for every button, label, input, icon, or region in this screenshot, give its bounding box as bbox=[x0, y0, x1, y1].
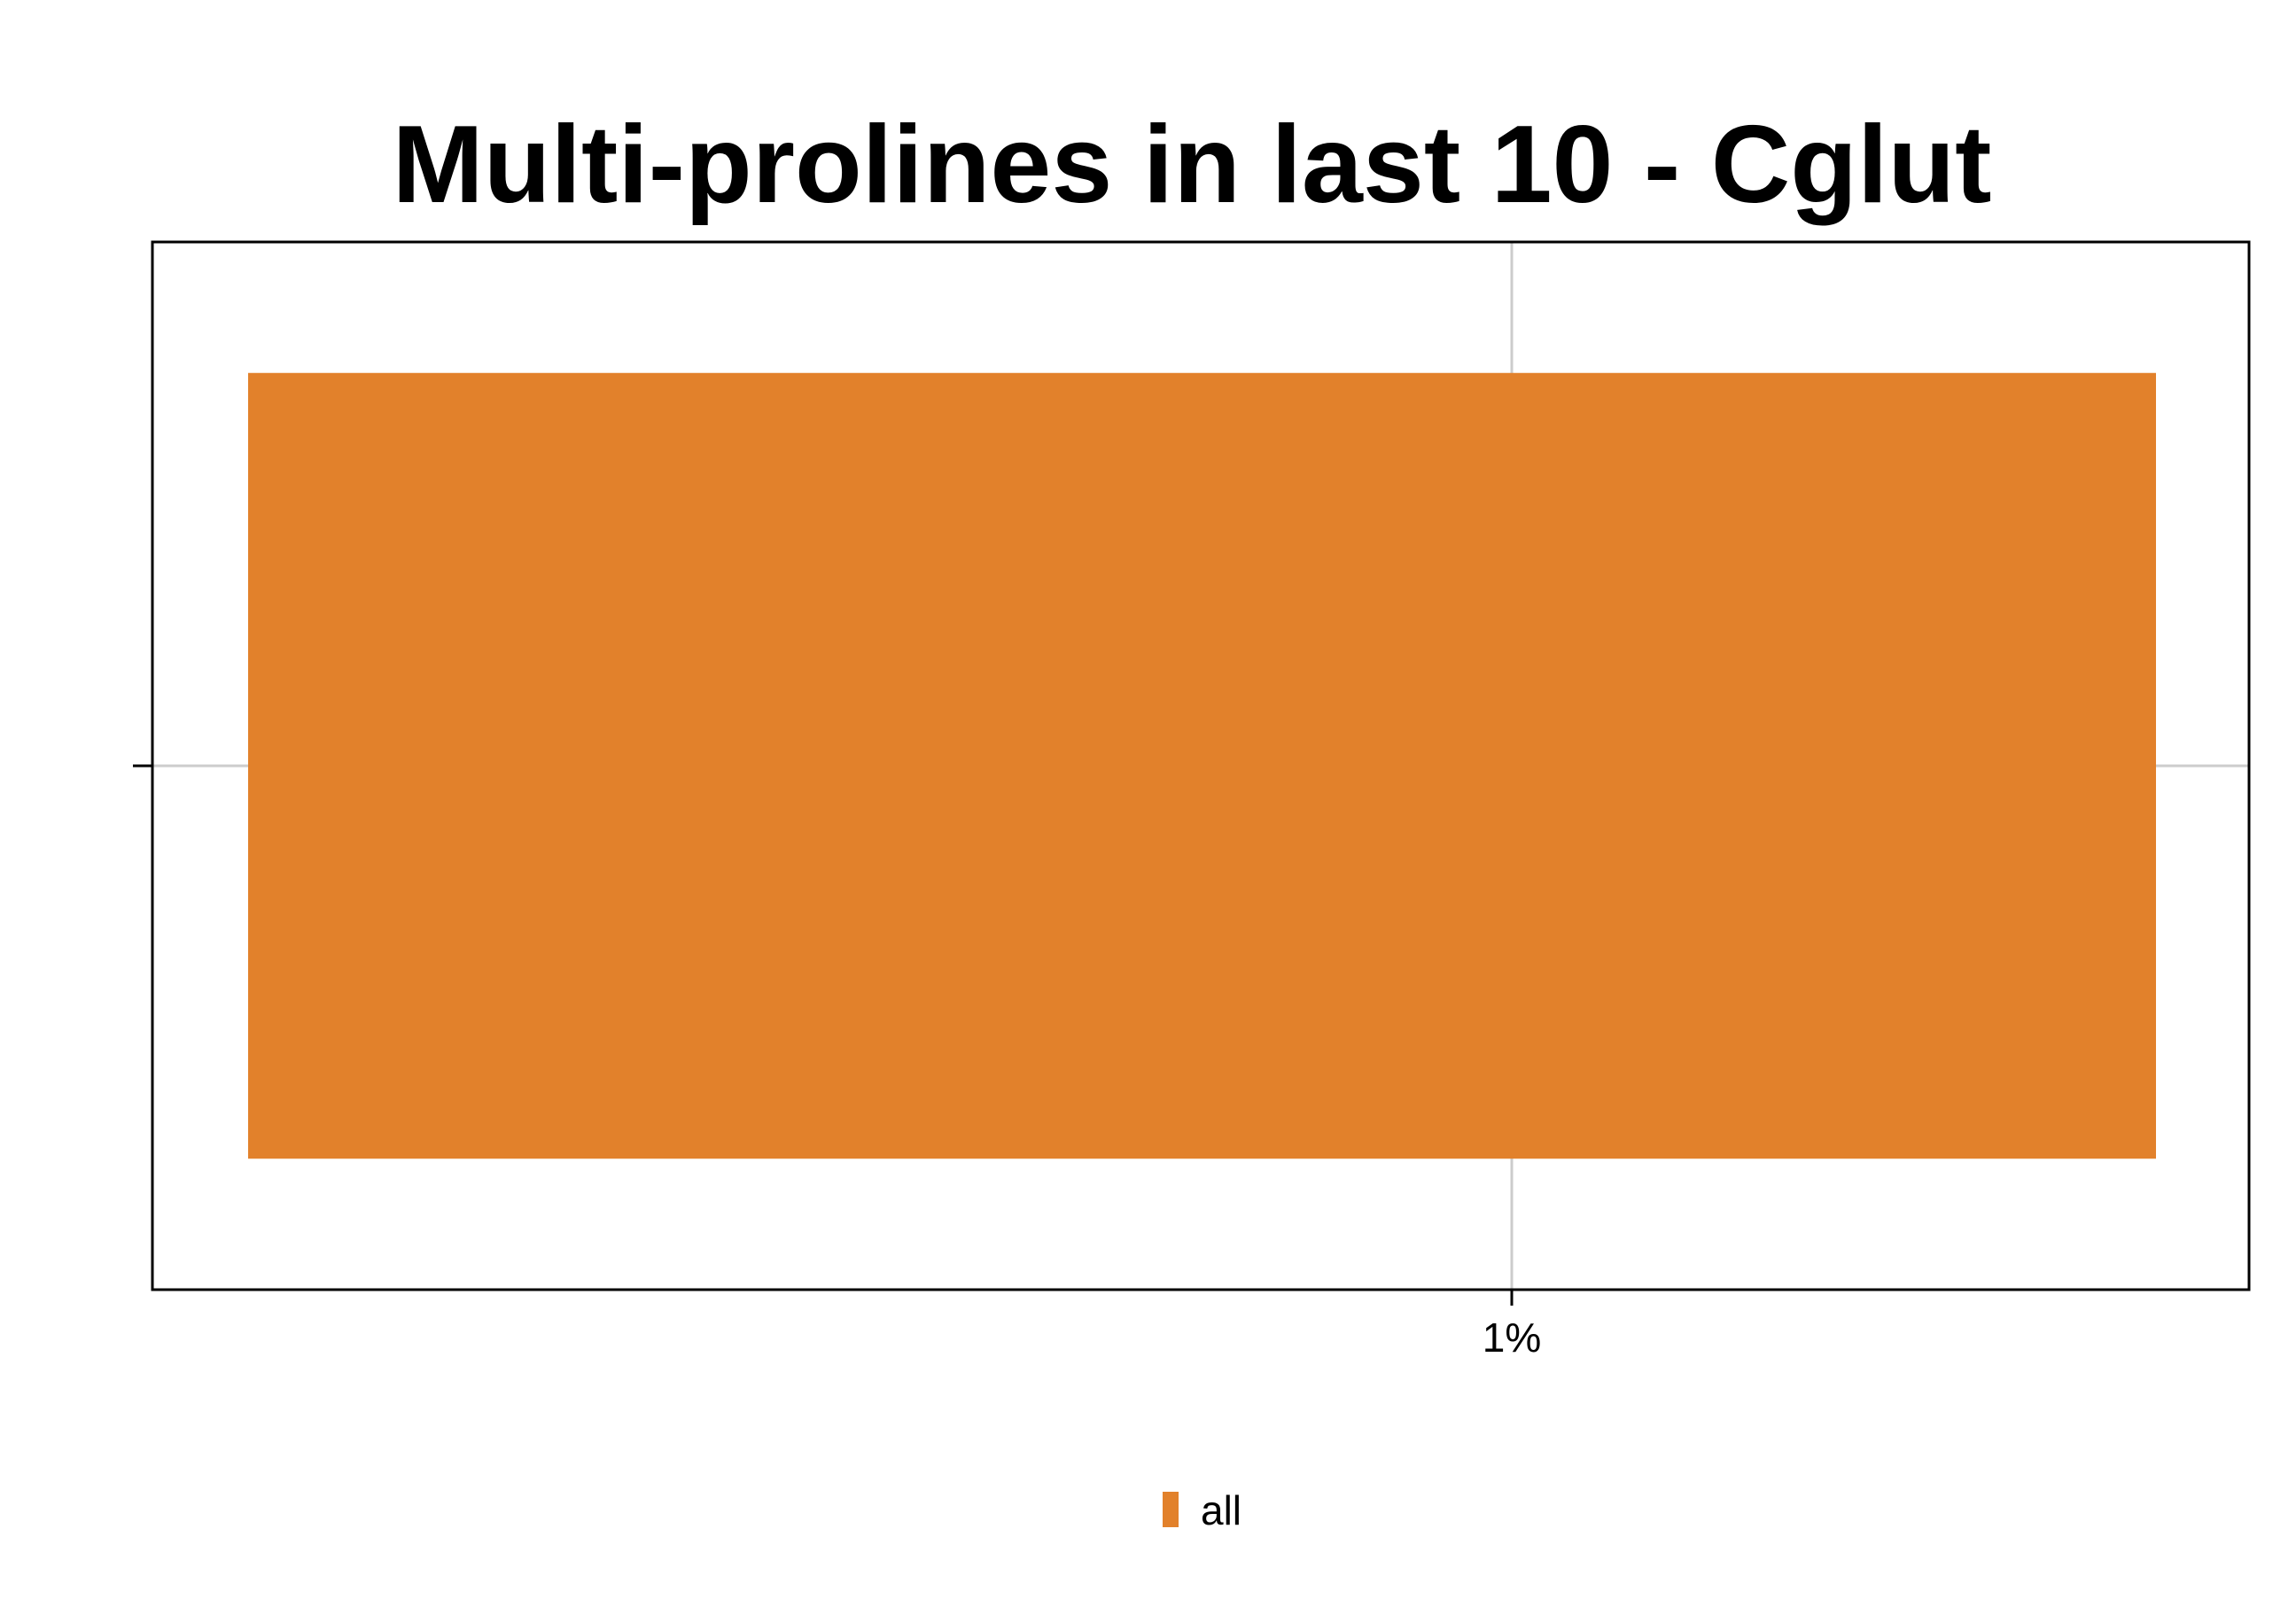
legend-label-all: all bbox=[1201, 1487, 1241, 1533]
legend-swatch-all bbox=[1163, 1492, 1179, 1527]
x-axis-ticks: 1% bbox=[1483, 1290, 1541, 1361]
chart-title: Multi-prolines in last 10 - Cglut bbox=[393, 104, 1992, 226]
x-tick-label-0: 1% bbox=[1483, 1314, 1541, 1361]
bars bbox=[248, 372, 2156, 1159]
plot-area: 1% bbox=[133, 240, 2251, 1361]
bar-all-0 bbox=[248, 372, 2156, 1159]
legend: all bbox=[1163, 1487, 1241, 1533]
